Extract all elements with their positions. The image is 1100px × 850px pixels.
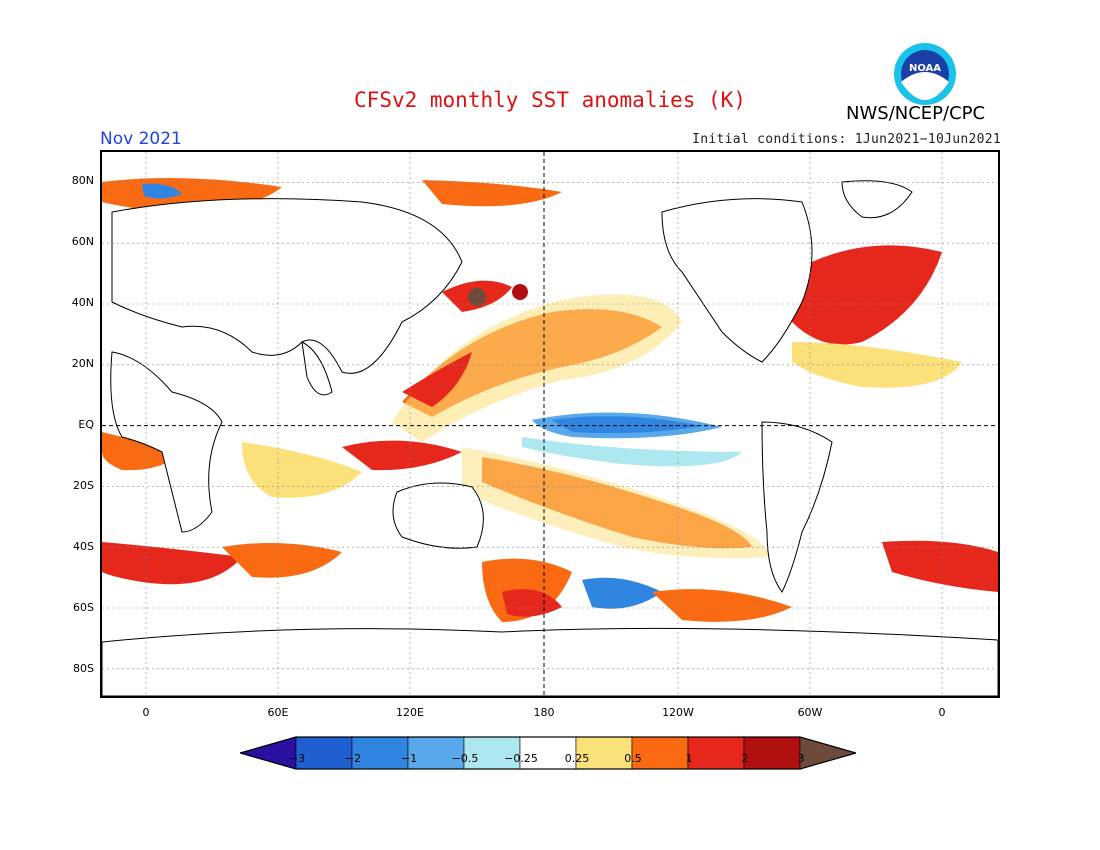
lon-label-120e: 120E [396, 706, 424, 719]
lat-label-40n: 40N [71, 296, 94, 309]
map-canvas [102, 152, 998, 696]
colorbar-swatch-8 [687, 736, 745, 770]
legend-label-neg025: −0.25 [504, 752, 538, 765]
gridlines [102, 152, 998, 696]
anomaly-indonesia [342, 440, 462, 471]
lon-label-120w: 120W [662, 706, 694, 719]
colorbar-swatch-4 [463, 736, 521, 770]
logo-text: NOAA [909, 63, 941, 74]
colorbar-swatch-5 [519, 736, 577, 770]
colorbar-swatch-6 [575, 736, 633, 770]
legend-label-05: 0.5 [624, 752, 642, 765]
reference-lines [102, 152, 998, 696]
lat-label-80s: 80S [73, 662, 94, 675]
colorbar-swatch-10 [799, 736, 857, 770]
lat-label-60s: 60S [73, 601, 94, 614]
legend-label-neg2: −2 [344, 752, 362, 765]
colorbar [240, 736, 857, 770]
continent-greenland [841, 180, 913, 219]
continent-north-america [661, 198, 813, 363]
continent-australia [392, 482, 484, 549]
continent-south-america [761, 421, 833, 593]
sst-anomaly-map [100, 150, 1000, 698]
legend-label-3: 3 [797, 752, 805, 765]
anomaly-arctic-cold [142, 183, 182, 199]
lat-label-20n: 20N [71, 357, 94, 370]
legend-label-neg3: −3 [288, 752, 306, 765]
anomaly-southern-atlantic [102, 542, 242, 585]
anomaly-npacific-yellow [392, 294, 682, 442]
lat-label-80n: 80N [71, 174, 94, 187]
anomaly-southern-cold [582, 577, 662, 609]
noaa-logo: NOAA [894, 43, 956, 105]
colorbar-swatch-2 [351, 736, 409, 770]
colorbar-swatch-7 [631, 736, 689, 770]
anomaly-southern-indian [222, 543, 342, 578]
anomaly-south-atlantic-east [882, 540, 998, 592]
lon-label-60w: 60W [797, 706, 823, 719]
lon-label-0-west: 0 [142, 706, 150, 719]
anomaly-npacific-core [512, 284, 528, 300]
anomaly-wpacific-hot [402, 352, 472, 407]
chart-title: CFSv2 monthly SST anomalies (K) [354, 88, 746, 112]
anomaly-indian-yellow [242, 442, 362, 498]
continent-eurasia [111, 198, 463, 374]
anomaly-spacific-yellow [462, 447, 772, 559]
continent-africa [110, 351, 223, 533]
legend-label-2: 2 [741, 752, 749, 765]
anomaly-kuroshio-core [468, 288, 486, 306]
initial-conditions: Initial conditions: 1Jun2021−10Jun2021 [692, 132, 1001, 147]
lat-label-60n: 60N [71, 235, 94, 248]
continent-antarctica [102, 627, 998, 696]
legend-label-neg1: −1 [400, 752, 418, 765]
lon-label-0-east: 0 [938, 706, 946, 719]
anomaly-arctic-pacific [422, 180, 562, 207]
lat-label-20s: 20S [73, 479, 94, 492]
lat-label-eq: EQ [78, 418, 94, 431]
legend-label-1: 1 [685, 752, 693, 765]
lon-label-60e: 60E [267, 706, 289, 719]
lon-label-180: 180 [533, 706, 555, 719]
coastlines [102, 180, 998, 696]
anomaly-southern-pacific-hot [502, 589, 562, 617]
forecast-month: Nov 2021 [100, 129, 182, 149]
continent-india [301, 341, 333, 396]
colorbar-swatch-1 [295, 736, 353, 770]
anomaly-equatorial-cold-core [552, 416, 702, 434]
anomaly-indian-west [102, 432, 182, 471]
legend-label-025: 0.25 [564, 752, 590, 765]
anomaly-natlantic [792, 245, 942, 345]
anomaly-fields [102, 178, 998, 622]
lat-label-40s: 40S [73, 540, 94, 553]
legend-label-neg05: −0.5 [451, 752, 479, 765]
agency-label: NWS/NCEP/CPC [846, 103, 986, 124]
anomaly-southern-pacific-east [652, 589, 792, 622]
anomaly-equatorial-light [522, 437, 742, 467]
